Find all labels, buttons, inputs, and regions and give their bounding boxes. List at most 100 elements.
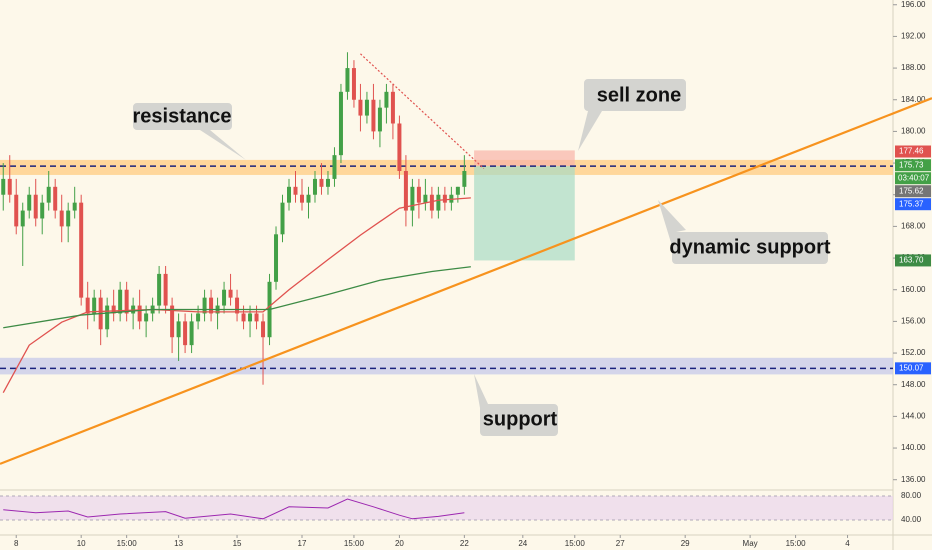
- candle-body: [338, 91, 343, 156]
- y-tick-label: 152.00: [901, 348, 926, 357]
- candle-body: [137, 305, 142, 322]
- callout: [133, 103, 246, 160]
- candle-body: [111, 305, 116, 314]
- price-label: 175.73: [899, 160, 924, 169]
- candle-body: [183, 321, 188, 346]
- y-tick-label: 196.00: [901, 0, 926, 9]
- candle-body: [72, 202, 77, 211]
- annotation: dynamic support: [669, 236, 830, 258]
- y-tick-label: 144.00: [901, 411, 926, 420]
- candle-body: [189, 321, 194, 346]
- stop-zone: [474, 150, 575, 167]
- candle-body: [319, 178, 324, 187]
- moving-average: [2, 197, 471, 393]
- x-tick-label: 17: [298, 539, 307, 548]
- candle-body: [299, 194, 304, 203]
- target-zone: [474, 166, 575, 261]
- price-label-box: [895, 254, 931, 267]
- candle-body: [170, 305, 175, 338]
- candle-body: [124, 289, 129, 314]
- price-label-box: [895, 185, 931, 198]
- candle-body: [53, 186, 58, 211]
- y-tick-label: 136.00: [901, 475, 926, 484]
- candle-body: [332, 155, 337, 179]
- candle-body: [46, 186, 51, 203]
- x-tick-label: 10: [77, 539, 86, 548]
- candle-body: [364, 99, 369, 116]
- x-tick-label: 24: [518, 539, 527, 548]
- rsi-band: [0, 496, 893, 520]
- candle-body: [371, 99, 376, 132]
- candle-body: [157, 273, 162, 306]
- candle-body: [436, 194, 441, 211]
- candle-body: [131, 305, 136, 314]
- rsi-line: [3, 498, 465, 520]
- candle-body: [429, 194, 434, 211]
- candle-body: [423, 194, 428, 203]
- candle-body: [403, 170, 408, 211]
- candle-body: [390, 91, 395, 124]
- annotation: resistance: [133, 105, 232, 127]
- candle-body: [27, 194, 32, 211]
- y-tick-label: 156.00: [901, 316, 926, 325]
- candle-body: [222, 289, 227, 306]
- y-tick-label: 160.00: [901, 285, 926, 294]
- zone: [0, 159, 893, 175]
- candle-body: [202, 297, 207, 314]
- candle-body: [163, 273, 168, 306]
- candle-body: [351, 68, 356, 100]
- candle-body: [40, 202, 45, 219]
- candle-body: [14, 194, 19, 227]
- y-tick-label: 188.00: [901, 63, 926, 72]
- x-tick-label: 15:00: [786, 539, 807, 548]
- price-label-box: [895, 198, 931, 211]
- price-label: 175.37: [899, 199, 924, 208]
- candle-body: [384, 91, 389, 108]
- zone: [0, 357, 893, 375]
- callout: [578, 79, 686, 151]
- countdown-box: [895, 172, 931, 185]
- rsi-tick-label: 40.00: [901, 515, 922, 524]
- x-tick-label: 13: [174, 539, 183, 548]
- candle-body: [274, 234, 279, 282]
- candle-body: [7, 178, 12, 195]
- candle-body: [20, 210, 25, 227]
- y-tick-label: 192.00: [901, 32, 926, 41]
- candle-body: [280, 202, 285, 235]
- moving-average: [3, 266, 471, 329]
- candle-body: [377, 107, 382, 132]
- x-tick-label: 8: [14, 539, 19, 548]
- candle-body: [312, 178, 317, 195]
- y-tick-label: 140.00: [901, 443, 926, 452]
- y-tick-label: 148.00: [901, 380, 926, 389]
- annotation: sell zone: [597, 84, 681, 106]
- candle-body: [228, 289, 233, 298]
- price-label: 163.70: [899, 256, 924, 265]
- candle-body: [455, 186, 460, 195]
- candle-body: [144, 313, 149, 322]
- candle-body: [59, 210, 64, 227]
- candle-body: [176, 321, 181, 338]
- candle-body: [293, 186, 298, 195]
- candle-body: [33, 194, 38, 219]
- candle-body: [118, 289, 123, 314]
- candle-body: [254, 313, 259, 322]
- x-tick-label: 15: [233, 539, 242, 548]
- annotations: resistance sell zone dynamic support sup…: [133, 79, 831, 436]
- candle-body: [79, 202, 84, 298]
- y-tick-label: 180.00: [901, 127, 926, 136]
- candle-body: [1, 178, 6, 195]
- candle-body: [325, 178, 330, 187]
- candle-body: [261, 321, 266, 338]
- x-tick-label: 4: [845, 539, 850, 548]
- x-tick-label: 27: [616, 539, 625, 548]
- price-label: 175.62: [899, 186, 924, 195]
- x-tick-label: 15:00: [565, 539, 586, 548]
- candle-body: [287, 186, 292, 203]
- x-tick-label: 29: [681, 539, 690, 548]
- x-tick-label: 22: [460, 539, 469, 548]
- price-label-box: [895, 362, 931, 375]
- callout: [658, 200, 828, 264]
